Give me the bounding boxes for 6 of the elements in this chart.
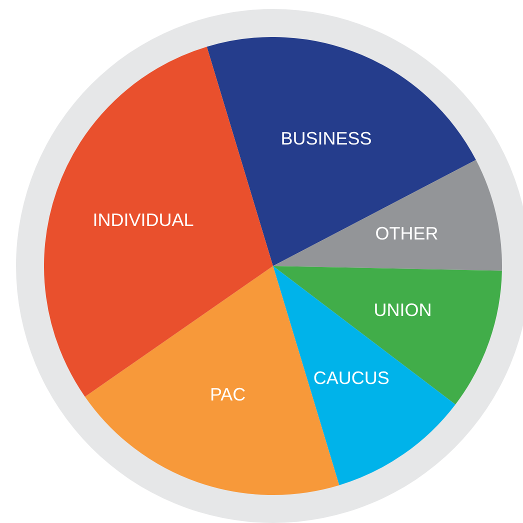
slice-label: OTHER [375, 224, 438, 244]
slice-label: PAC [210, 384, 246, 405]
slice-label: INDIVIDUAL [92, 210, 194, 230]
slice-label: BUSINESS [280, 128, 372, 148]
slice-label: UNION [374, 300, 432, 320]
slice-label: CAUCUS [313, 368, 390, 388]
